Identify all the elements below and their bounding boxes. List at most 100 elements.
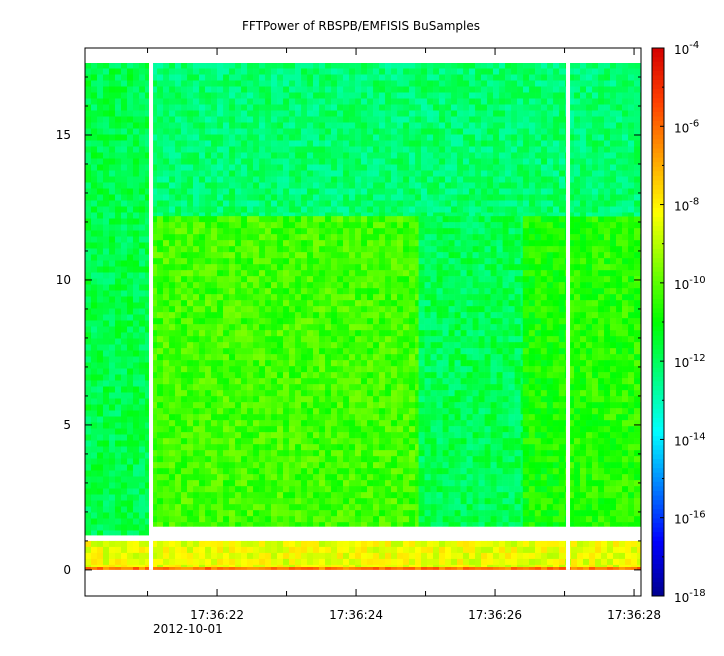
- spectrogram-cell: [235, 216, 242, 223]
- spectrogram-cell: [259, 200, 266, 207]
- spectrogram-cell: [253, 176, 260, 183]
- spectrogram-cell: [145, 74, 152, 81]
- spectrogram-cell: [367, 390, 374, 397]
- spectrogram-cell: [289, 176, 296, 183]
- spectrogram-cell: [457, 116, 464, 123]
- spectrogram-cell: [187, 252, 194, 259]
- spectrogram-cell: [295, 68, 302, 75]
- spectrogram-cell: [229, 194, 236, 201]
- spectrogram-cell: [475, 128, 482, 135]
- spectrogram-cell: [139, 260, 146, 267]
- spectrogram-cell: [391, 276, 398, 283]
- spectrogram-cell: [403, 152, 410, 159]
- spectrogram-cell: [235, 158, 242, 165]
- spectrogram-cell: [133, 140, 140, 147]
- spectrogram-cell: [385, 92, 392, 99]
- spectrogram-cell: [493, 128, 500, 135]
- spectrogram-cell: [115, 332, 122, 339]
- spectrogram-cell: [103, 356, 110, 363]
- spectrogram-cell: [487, 80, 494, 87]
- spectrogram-cell: [139, 272, 146, 279]
- spectrogram-cell: [253, 282, 260, 289]
- spectrogram-cell: [259, 182, 266, 189]
- spectrogram-cell: [91, 152, 98, 159]
- spectrogram-cell: [463, 188, 470, 195]
- spectrogram-cell: [235, 336, 242, 343]
- spectrogram-cell: [355, 68, 362, 75]
- spectrogram-cell: [343, 188, 350, 195]
- spectrogram-cell: [331, 122, 338, 129]
- spectrogram-cell: [445, 134, 452, 141]
- spectrogram-cell: [271, 456, 278, 463]
- spectrogram-cell: [499, 122, 506, 129]
- spectrogram-cell: [331, 348, 338, 355]
- spectrogram-cell: [103, 260, 110, 267]
- spectrogram-cell: [463, 98, 470, 105]
- spectrogram-cell: [217, 456, 224, 463]
- spectrogram-cell: [247, 276, 254, 283]
- spectrogram-cell: [289, 426, 296, 433]
- spectrogram-cell: [535, 182, 542, 189]
- spectrogram-cell: [343, 182, 350, 189]
- spectrogram-cell: [193, 158, 200, 165]
- spectrogram-cell: [277, 480, 284, 487]
- spectrogram-cell: [181, 282, 188, 289]
- spectrogram-cell: [199, 438, 206, 445]
- spectrogram-cell: [439, 86, 446, 93]
- spectrogram-cell: [193, 206, 200, 213]
- spectrogram-cell: [205, 140, 212, 147]
- spectrogram-cell: [181, 336, 188, 343]
- spectrogram-cell: [529, 80, 536, 87]
- spectrogram-cell: [157, 342, 164, 349]
- spectrogram-cell: [187, 444, 194, 451]
- spectrogram-cell: [97, 152, 104, 159]
- spectrogram-cell: [157, 116, 164, 123]
- spectrogram-cell: [295, 270, 302, 277]
- spectrogram-cell: [127, 290, 134, 297]
- spectrogram-cell: [523, 68, 530, 75]
- spectrogram-cell: [205, 86, 212, 93]
- spectrogram-cell: [319, 86, 326, 93]
- spectrogram-cell: [85, 200, 92, 207]
- spectrogram-cell: [97, 398, 104, 405]
- spectrogram-cell: [145, 230, 152, 237]
- spectrogram-cell: [103, 230, 110, 237]
- spectrogram-cell: [415, 212, 422, 217]
- spectrogram-cell: [151, 146, 158, 153]
- spectrogram-cell: [541, 188, 548, 195]
- spectrogram-cell: [343, 152, 350, 159]
- spectrogram-cell: [361, 158, 368, 165]
- spectrogram-cell: [385, 146, 392, 153]
- spectrogram-cell: [397, 432, 404, 439]
- spectrogram-cell: [229, 252, 236, 259]
- spectrogram-cell: [259, 354, 266, 361]
- spectrogram-cell: [397, 414, 404, 421]
- spectrogram-cell: [163, 62, 170, 69]
- spectrogram-cell: [253, 246, 260, 253]
- spectrogram-cell: [109, 176, 116, 183]
- spectrogram-cell: [109, 182, 116, 189]
- spectrogram-cell: [157, 216, 164, 223]
- spectrogram-cell: [385, 276, 392, 283]
- spectrogram-cell: [391, 378, 398, 385]
- spectrogram-cell: [121, 260, 128, 267]
- spectrogram-cell: [385, 240, 392, 247]
- spectrogram-cell: [97, 422, 104, 429]
- spectrogram-cell: [337, 420, 344, 427]
- spectrogram-cell: [457, 194, 464, 201]
- spectrogram-cell: [319, 134, 326, 141]
- spectrogram-cell: [133, 80, 140, 87]
- spectrogram-cell: [301, 366, 308, 373]
- spectrogram-cell: [421, 128, 428, 135]
- spectrogram-cell: [157, 444, 164, 451]
- spectrogram-cell: [307, 336, 314, 343]
- spectrogram-cell: [169, 396, 176, 403]
- spectrogram-cell: [319, 498, 326, 505]
- spectrogram-cell: [235, 504, 242, 511]
- spectrogram-cell: [403, 432, 410, 439]
- spectrogram-cell: [541, 86, 548, 93]
- spectrogram-cell: [523, 182, 530, 189]
- spectrogram-cell: [319, 378, 326, 385]
- spectrogram-cell: [271, 222, 278, 229]
- spectrogram-cell: [139, 104, 146, 111]
